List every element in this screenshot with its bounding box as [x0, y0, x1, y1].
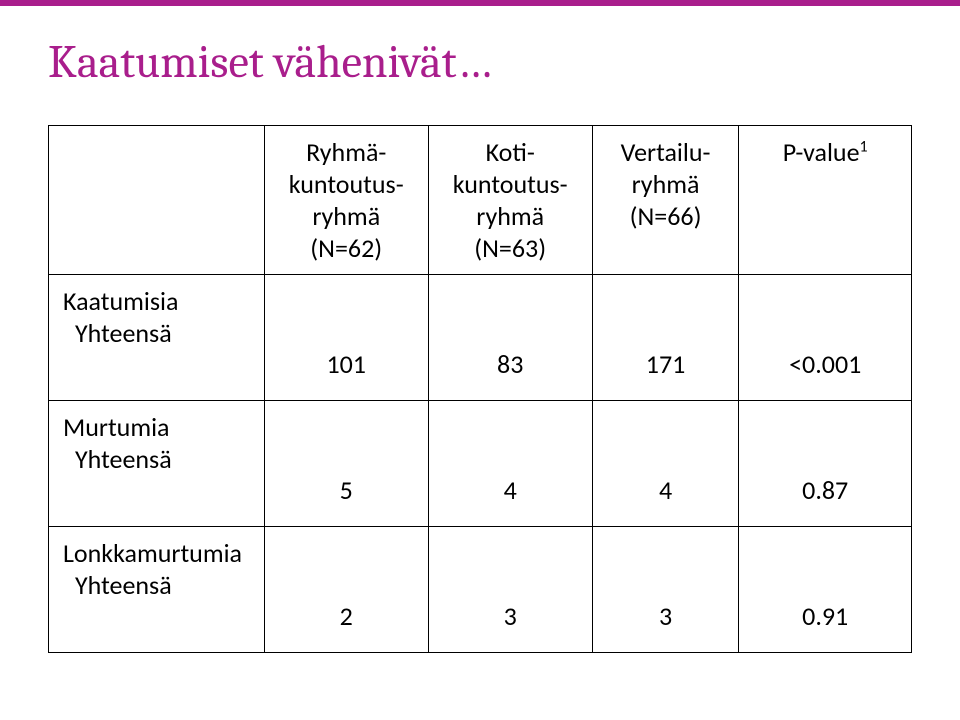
row-label-line: Murtumia — [63, 411, 170, 443]
col-header-group: Ryhmä- kuntoutus- ryhmä (N=62) — [264, 126, 428, 275]
cell-value: 4 — [428, 401, 592, 527]
cell-value: 0.87 — [739, 401, 912, 527]
table-row: Kaatumisia Yhteensä 101 83 171 <0.001 — [49, 275, 912, 401]
cell-value: 83 — [428, 275, 592, 401]
table-header-row: Ryhmä- kuntoutus- ryhmä (N=62) Koti- kun… — [49, 126, 912, 275]
cell-value: 3 — [428, 527, 592, 653]
row-label: Murtumia Yhteensä — [49, 401, 265, 527]
col-header-line: kuntoutus- — [289, 168, 404, 200]
data-table: Ryhmä- kuntoutus- ryhmä (N=62) Koti- kun… — [48, 125, 912, 653]
slide: Kaatumiset vähenivät… Ryhmä- kuntoutus- … — [0, 0, 960, 720]
row-label: Kaatumisia Yhteensä — [49, 275, 265, 401]
col-header-home: Koti- kuntoutus- ryhmä (N=63) — [428, 126, 592, 275]
row-label-line: Yhteensä — [63, 317, 250, 349]
cell-value: 171 — [592, 275, 739, 401]
cell-value: 2 — [264, 527, 428, 653]
col-header-pvalue: P-value1 — [739, 126, 912, 275]
col-header-line: kuntoutus- — [453, 168, 568, 200]
cell-value: 5 — [264, 401, 428, 527]
cell-value: <0.001 — [739, 275, 912, 401]
cell-value: 3 — [592, 527, 739, 653]
col-header-line: (N=66) — [630, 200, 702, 232]
row-label-line: Yhteensä — [63, 569, 250, 601]
col-header-control: Vertailu- ryhmä (N=66) — [592, 126, 739, 275]
table-row: Murtumia Yhteensä 5 4 4 0.87 — [49, 401, 912, 527]
col-header-line: P-value — [783, 136, 860, 168]
col-header-line: Vertailu- — [621, 136, 711, 168]
cell-value: 4 — [592, 401, 739, 527]
col-header-line: (N=62) — [310, 232, 382, 264]
col-header-sup: 1 — [860, 137, 868, 156]
cell-value: 101 — [264, 275, 428, 401]
row-label: Lonkkamurtumia Yhteensä — [49, 527, 265, 653]
row-label-line: Kaatumisia — [63, 285, 178, 317]
col-header-line: ryhmä — [632, 168, 700, 200]
table-row: Lonkkamurtumia Yhteensä 2 3 3 0.91 — [49, 527, 912, 653]
row-label-line: Lonkkamurtumia — [63, 537, 242, 569]
col-header-line: (N=63) — [474, 232, 546, 264]
row-label-line: Yhteensä — [63, 443, 250, 475]
col-header-empty — [49, 126, 265, 275]
cell-value: 0.91 — [739, 527, 912, 653]
col-header-line: ryhmä — [312, 200, 380, 232]
col-header-line: Koti- — [486, 136, 535, 168]
col-header-line: ryhmä — [476, 200, 544, 232]
col-header-line: Ryhmä- — [306, 136, 386, 168]
page-title: Kaatumiset vähenivät… — [48, 36, 912, 89]
